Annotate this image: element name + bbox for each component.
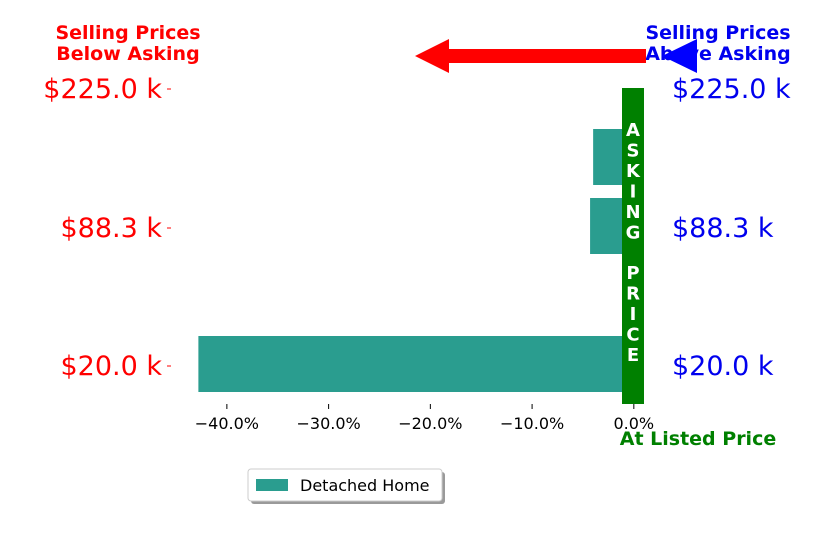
asking-price-letter: S [627, 141, 640, 162]
legend-label: Detached Home [300, 476, 430, 495]
x-tick-label: −40.0% [195, 414, 259, 433]
left-tick-label: $225.0 k [43, 74, 162, 105]
asking-price-letter: A [626, 120, 640, 141]
bars-layer [198, 129, 634, 392]
left-tick-label: $20.0 k [60, 351, 162, 382]
x-tick-label: 0.0% [613, 414, 654, 433]
asking-price-letter: N [625, 202, 640, 223]
bar-2 [198, 336, 634, 392]
x-tick-label: −30.0% [296, 414, 360, 433]
right-tick-label: $20.0 k [672, 351, 774, 382]
asking-price-letter: I [630, 304, 637, 325]
left-tick-label: $88.3 k [60, 213, 162, 244]
right-tick-label: $225.0 k [672, 74, 791, 105]
at-listed-price-label: At Listed Price [620, 428, 776, 450]
x-tick-label: −10.0% [500, 414, 564, 433]
right-tick-label: $88.3 k [672, 213, 774, 244]
blue-left-arrow-icon [662, 39, 697, 73]
asking-price-letter: C [626, 325, 639, 346]
asking-price-letter: I [630, 182, 637, 203]
red-left-arrow-icon [415, 39, 646, 73]
legend-box [247, 468, 443, 502]
x-tick-label: −20.0% [398, 414, 462, 433]
ticks-layer: $225.0 k $88.3 k $20.0 k $225.0 k $88.3 k $20… [43, 74, 791, 433]
legend: Detached Home [247, 468, 445, 504]
asking-price-letter: R [626, 284, 640, 305]
below-asking-label: Selling Prices [55, 22, 200, 44]
asking-price-letter: P [626, 263, 639, 284]
above-asking-label: Selling Prices [645, 22, 790, 44]
asking-price-letter: G [626, 223, 641, 244]
below-asking-label: Below Asking [56, 43, 199, 65]
asking-price-band-rect [622, 88, 644, 404]
asking-price-letter: K [626, 161, 641, 182]
asking-price-letter: E [627, 345, 639, 366]
legend-swatch [256, 479, 288, 491]
